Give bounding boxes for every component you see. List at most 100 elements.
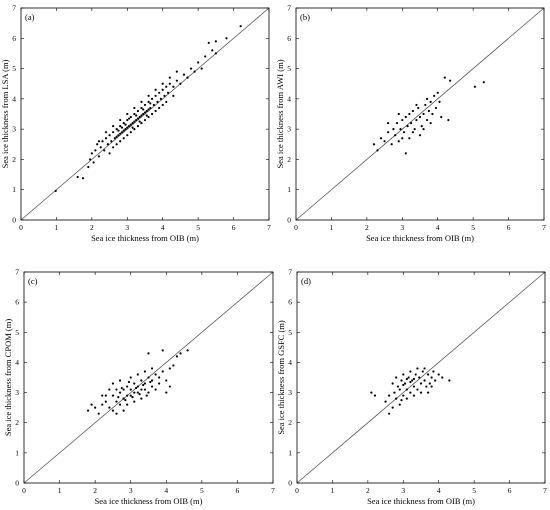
data-point <box>115 388 118 391</box>
data-point <box>120 131 124 134</box>
data-point <box>92 161 95 164</box>
data-point <box>113 137 116 140</box>
data-point <box>440 115 443 119</box>
data-point <box>115 143 118 146</box>
x-tick-label: 5 <box>196 223 200 232</box>
data-point <box>106 143 109 146</box>
x-tick-label: 0 <box>294 223 298 232</box>
data-point <box>408 137 411 140</box>
x-axis-label: Sea ice thickness from OIB (m) <box>366 233 474 243</box>
data-point <box>143 111 147 114</box>
data-point <box>126 403 129 406</box>
data-point <box>147 376 150 379</box>
data-point <box>165 391 168 394</box>
x-tick-label: 1 <box>331 486 335 495</box>
data-point <box>376 149 379 152</box>
data-point <box>133 128 136 131</box>
data-point <box>391 406 394 409</box>
plot-frame <box>23 271 274 484</box>
data-point <box>118 391 122 394</box>
data-point <box>161 82 164 85</box>
data-point <box>416 388 419 391</box>
data-point <box>129 123 132 126</box>
data-point <box>54 189 57 193</box>
data-point <box>152 103 155 107</box>
data-point <box>124 128 127 131</box>
data-point <box>143 382 147 385</box>
data-point <box>449 79 452 82</box>
data-point <box>397 140 400 143</box>
y-tick-label: 0 <box>287 216 291 225</box>
x-tick-label: 1 <box>55 223 59 232</box>
y-tick-label: 6 <box>15 298 19 307</box>
y-tick-label: 0 <box>288 479 292 488</box>
data-point <box>96 143 99 146</box>
data-point <box>115 400 118 403</box>
x-tick-label: 5 <box>200 486 204 495</box>
data-point <box>425 385 428 388</box>
data-point <box>430 385 433 388</box>
data-point <box>409 380 412 384</box>
data-point <box>145 114 148 117</box>
data-point <box>392 128 395 131</box>
data-point <box>124 399 127 402</box>
x-tick-label: 2 <box>90 223 94 232</box>
panel-tag: (a) <box>25 12 35 22</box>
data-point <box>402 383 405 387</box>
data-point <box>161 88 164 91</box>
y-tick-label: 7 <box>15 268 19 277</box>
data-point <box>411 131 415 134</box>
data-point <box>112 125 115 128</box>
data-point <box>423 379 426 382</box>
data-point <box>149 106 152 110</box>
data-point <box>101 394 104 397</box>
data-point <box>126 385 129 388</box>
data-point <box>482 81 485 84</box>
data-point <box>426 373 430 376</box>
data-point <box>407 376 410 379</box>
y-axis-label: Sea ice thickness from GSFC (m) <box>276 320 286 435</box>
data-point <box>94 406 97 409</box>
data-point <box>101 140 104 143</box>
data-point <box>131 121 134 125</box>
data-point <box>147 100 150 103</box>
data-point <box>140 121 143 125</box>
data-point <box>211 49 214 52</box>
data-point <box>415 118 418 122</box>
data-point <box>422 112 425 116</box>
data-point <box>108 152 111 155</box>
data-point <box>419 382 423 385</box>
data-point <box>143 118 147 122</box>
data-point <box>418 134 422 137</box>
data-point <box>405 397 408 400</box>
data-point <box>154 94 157 97</box>
panel-tag: (b) <box>300 12 310 22</box>
data-point <box>81 177 85 180</box>
data-point <box>108 134 111 137</box>
data-point <box>404 115 407 119</box>
data-point <box>129 376 132 379</box>
data-point <box>411 379 414 382</box>
data-point <box>411 109 415 113</box>
scatter-panel-3: 0 1 2 3 4 5 6 7 0 1 2 3 4 5 6 7 Sea ice thickness from O… <box>3 268 275 507</box>
data-point <box>117 395 120 399</box>
data-point <box>127 380 131 384</box>
y-tick-label: 3 <box>15 388 19 397</box>
y-tick-label: 5 <box>288 328 292 337</box>
data-point <box>397 112 400 116</box>
data-point <box>402 394 405 397</box>
y-tick-label: 2 <box>287 155 291 164</box>
data-point <box>119 140 122 143</box>
data-point <box>427 109 430 113</box>
data-point <box>150 97 154 100</box>
data-point <box>214 52 217 55</box>
data-point <box>172 364 175 367</box>
data-point <box>131 126 134 129</box>
data-point <box>147 115 150 119</box>
data-point <box>158 382 161 385</box>
data-point <box>112 146 115 149</box>
x-tick-label: 6 <box>508 486 512 495</box>
y-tick-label: 4 <box>12 94 16 103</box>
data-point <box>182 73 186 76</box>
data-point <box>115 128 118 131</box>
